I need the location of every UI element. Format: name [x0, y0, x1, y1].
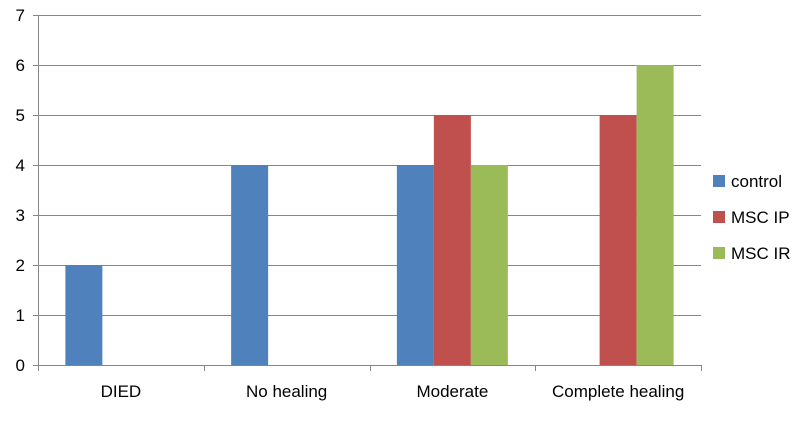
bar-msc-ir-complete-healing — [636, 65, 674, 365]
y-tick-label: 7 — [16, 6, 25, 25]
legend-swatch-msc-ip — [713, 211, 725, 223]
y-tick-label: 3 — [16, 206, 25, 225]
legend-swatch-control — [713, 175, 725, 187]
x-tick-label: DIED — [101, 382, 142, 401]
y-tick-label: 6 — [16, 56, 25, 75]
x-tick-label: No healing — [246, 382, 327, 401]
legend-swatch-msc-ir — [713, 247, 725, 259]
bars — [65, 65, 674, 365]
bar-control-died — [65, 265, 103, 365]
legend-label: MSC IP — [731, 208, 790, 227]
y-tick-label: 2 — [16, 256, 25, 275]
y-tick-label: 5 — [16, 106, 25, 125]
y-tick-label: 4 — [16, 156, 25, 175]
y-tick-label: 1 — [16, 306, 25, 325]
y-tick-label: 0 — [16, 356, 25, 375]
x-tick-label: Moderate — [416, 382, 488, 401]
bar-msc-ir-moderate — [470, 165, 508, 365]
gridlines — [38, 15, 701, 316]
bar-control-moderate — [396, 165, 434, 365]
x-tick-label: Complete healing — [552, 382, 684, 401]
legend-label: control — [731, 172, 782, 191]
bar-control-no-healing — [231, 165, 269, 365]
bar-msc-ip-complete-healing — [599, 115, 637, 365]
x-tick-labels: DIED No healing Moderate Complete healing — [101, 382, 685, 401]
legend-label: MSC IR — [731, 244, 791, 263]
legend: control MSC IP MSC IR — [713, 172, 791, 263]
y-tick-labels: 0 1 2 3 4 5 6 7 — [16, 6, 25, 375]
bar-msc-ip-moderate — [433, 115, 471, 365]
axes — [33, 15, 702, 371]
